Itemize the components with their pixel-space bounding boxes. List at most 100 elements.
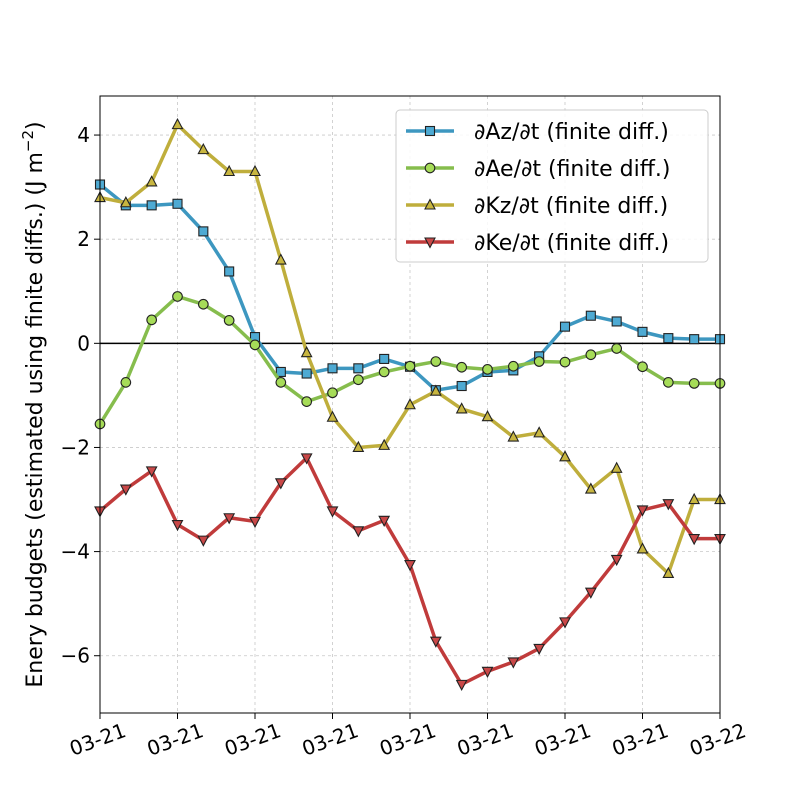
- data-point: [120, 377, 132, 388]
- data-point: [584, 482, 597, 494]
- data-point: [275, 366, 286, 378]
- data-point: [456, 361, 468, 373]
- data-point: [352, 440, 365, 453]
- legend-swatch-marker: [424, 162, 436, 174]
- data-point: [507, 657, 520, 669]
- data-point: [559, 321, 571, 332]
- data-point: [611, 316, 622, 327]
- data-point: [223, 164, 236, 177]
- data-point: [637, 361, 648, 373]
- data-point: [145, 466, 158, 478]
- series-2: [94, 291, 726, 430]
- y-axis-label-text: Enery budgets (estimated using finite di…: [23, 152, 48, 688]
- data-point: [146, 200, 157, 211]
- y-axis: −6 −4 −2 0 2 4: [61, 123, 100, 668]
- data-point: [198, 226, 209, 237]
- data-point: [172, 291, 183, 302]
- data-point: [301, 368, 312, 379]
- legend-box: [395, 109, 709, 263]
- data-point: [352, 526, 365, 538]
- y-tick-label: −2: [61, 435, 90, 459]
- data-point: [274, 478, 287, 490]
- legend-label: ∂Az/∂t (finite diff.): [474, 120, 669, 145]
- data-point: [172, 198, 183, 209]
- data-point: [533, 643, 546, 656]
- legend-label: ∂Ke/∂t (finite diff.): [474, 231, 669, 256]
- data-point: [611, 343, 623, 354]
- legend-entry: ∂Kz/∂t (finite diff.): [406, 194, 668, 219]
- data-point: [663, 333, 674, 344]
- data-point: [197, 142, 210, 155]
- y-axis-label-exponent: −2: [19, 130, 37, 152]
- data-point: [326, 410, 339, 422]
- data-point: [352, 374, 364, 386]
- data-point: [610, 461, 623, 473]
- y-axis-label: Enery budgets (estimated using finite di…: [19, 121, 48, 687]
- data-point: [430, 356, 442, 367]
- data-point: [689, 334, 700, 345]
- data-point: [688, 534, 701, 546]
- data-point: [327, 363, 338, 374]
- data-point: [379, 353, 390, 364]
- data-point: [688, 492, 701, 505]
- data-point: [636, 505, 649, 517]
- data-point: [378, 515, 391, 528]
- data-point: [145, 175, 158, 187]
- y-tick-label: −4: [61, 540, 90, 564]
- data-point: [481, 666, 494, 679]
- data-point: [353, 363, 364, 374]
- legend-entry: ∂Ke/∂t (finite diff.): [406, 231, 669, 256]
- series-3: [94, 117, 726, 579]
- data-point: [429, 384, 442, 396]
- data-point: [559, 617, 571, 629]
- data-point: [326, 506, 339, 518]
- data-point: [584, 587, 597, 599]
- data-point: [378, 366, 390, 378]
- y-tick-label: 2: [77, 227, 90, 251]
- data-point: [275, 377, 287, 388]
- data-point: [249, 164, 261, 177]
- data-point: [559, 450, 571, 462]
- y-tick-label: 4: [77, 123, 90, 147]
- data-point: [662, 377, 674, 388]
- data-point: [404, 560, 416, 572]
- data-point: [197, 298, 209, 310]
- data-point: [249, 516, 261, 529]
- data-point: [274, 253, 287, 265]
- data-point: [404, 398, 416, 410]
- data-point: [301, 396, 313, 407]
- data-point: [585, 310, 596, 321]
- data-point: [327, 387, 338, 399]
- data-point: [507, 430, 520, 442]
- data-point: [223, 513, 236, 525]
- y-tick-label: −6: [61, 644, 90, 668]
- legend-swatch-marker: [424, 125, 436, 137]
- data-point: [559, 356, 571, 368]
- data-point: [249, 339, 261, 351]
- y-tick-label: 0: [77, 331, 90, 355]
- data-point: [585, 349, 597, 361]
- data-point: [533, 356, 545, 367]
- data-point: [404, 360, 416, 372]
- legend-label: ∂Ae/∂t (finite diff.): [474, 157, 670, 182]
- legend: ∂Az/∂t (finite diff.) ∂Ae/∂t (finite diff…: [395, 109, 709, 263]
- legend-swatch-marker: [424, 198, 436, 210]
- data-point: [455, 679, 468, 692]
- data-point: [223, 315, 235, 326]
- data-point: [171, 117, 184, 130]
- data-point: [533, 426, 546, 438]
- data-point: [637, 326, 648, 337]
- legend-entry: ∂Ae/∂t (finite diff.): [406, 157, 670, 182]
- data-point: [662, 566, 675, 579]
- data-point: [146, 314, 158, 326]
- data-point: [429, 636, 442, 648]
- data-point: [224, 266, 235, 277]
- y-axis-label-close: ): [23, 121, 48, 130]
- data-point: [378, 438, 391, 450]
- data-point: [119, 196, 132, 208]
- data-point: [300, 453, 313, 465]
- data-point: [455, 402, 468, 414]
- data-point: [610, 554, 623, 567]
- data-point: [300, 346, 313, 358]
